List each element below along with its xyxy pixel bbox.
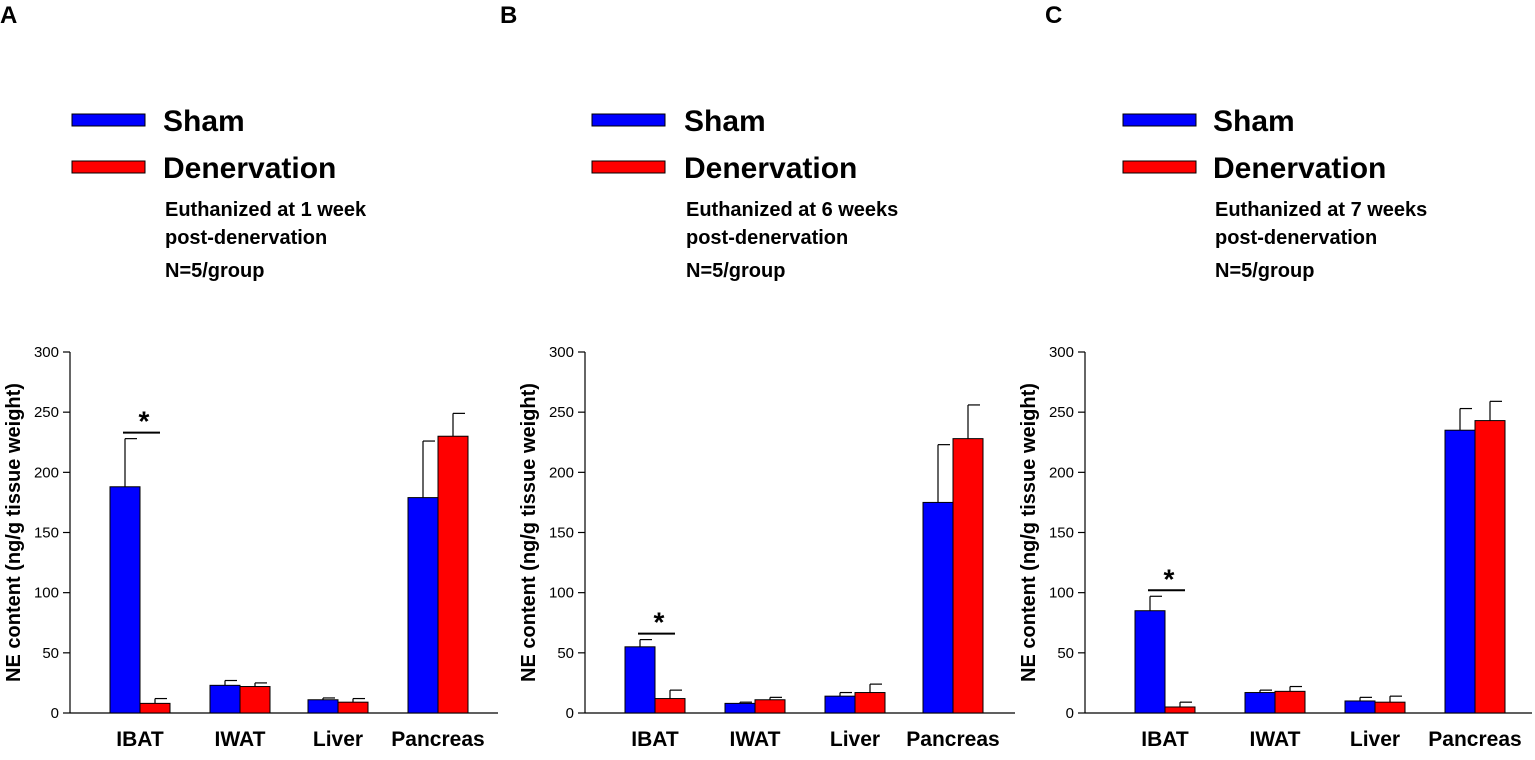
panel-c-y-tick-label-100: 100: [1049, 585, 1074, 602]
panel-b-bar-denervation-iwat: [754, 699, 786, 714]
panel-b-label: B: [500, 2, 517, 29]
panel-a-y-tick-label-150: 150: [34, 525, 59, 542]
panel-c-x-tick-label-liver: Liver: [1350, 728, 1400, 751]
panel-b-legend-label-sham: Sham: [684, 105, 766, 138]
panel-c-x-tick-label-ibat: IBAT: [1141, 728, 1189, 751]
panel-c-bar-denervation-iwat: [1274, 690, 1306, 714]
panel-c-y-tick-label-300: 300: [1049, 344, 1074, 361]
panel-a-x-tick-label-liver: Liver: [313, 728, 363, 751]
panel-a-legend-swatch-sham: [71, 113, 146, 127]
panel-a-bar-sham-iwat: [209, 684, 241, 714]
panel-b-x-tick-label-liver: Liver: [830, 728, 880, 751]
panel-b-bar-denervation-pancreas: [952, 438, 984, 714]
panel-b-significance-star: *: [654, 607, 665, 638]
panel-b-y-tick-label-150: 150: [549, 525, 574, 542]
panel-a-y-tick-label-200: 200: [34, 464, 59, 481]
panel-b-bar-sham-liver: [824, 695, 856, 714]
panel-c-x-tick-label-pancreas: Pancreas: [1428, 728, 1521, 751]
panel-c-legend-label-denervation: Denervation: [1213, 152, 1386, 185]
panel-a-y-tick-label-0: 0: [51, 705, 59, 722]
panel-b-x-tick-label-ibat: IBAT: [631, 728, 679, 751]
panel-b-bar-denervation-ibat: [654, 698, 686, 714]
panel-b-y-axis-label: NE content (ng/g tissue weight): [518, 383, 540, 682]
panel-c-bar-denervation-ibat: [1164, 706, 1196, 714]
panel-c-n-label: N=5/group: [1215, 260, 1314, 282]
panel-a-bar-sham-pancreas: [407, 497, 439, 714]
panel-c-legend-swatch-sham: [1122, 113, 1197, 127]
panel-c-bar-sham-ibat: [1134, 610, 1166, 714]
panel-b-y-tick-label-100: 100: [549, 585, 574, 602]
panel-a-bar-sham-liver: [307, 699, 339, 714]
panel-a-y-tick-label-300: 300: [34, 344, 59, 361]
panel-b-x-tick-label-pancreas: Pancreas: [906, 728, 999, 751]
panel-c-legend-swatch-denervation: [1122, 160, 1197, 174]
panel-c-y-tick-label-250: 250: [1049, 404, 1074, 421]
panel-c-bar-sham-pancreas: [1444, 429, 1476, 714]
panel-b-y-tick-label-50: 50: [557, 645, 574, 662]
panel-c-legend-label-sham: Sham: [1213, 105, 1295, 138]
panel-b-y-tick-label-250: 250: [549, 404, 574, 421]
panel-a-x-tick-label-iwat: IWAT: [215, 728, 266, 751]
panel-c-bar-sham-liver: [1344, 700, 1376, 714]
panel-c-x-tick-label-iwat: IWAT: [1250, 728, 1301, 751]
panel-b-y-tick-label-300: 300: [549, 344, 574, 361]
panel-a-bar-denervation-pancreas: [437, 435, 469, 714]
panel-a-label: A: [0, 2, 17, 29]
panel-a-n-label: N=5/group: [165, 260, 264, 282]
panel-c-bar-denervation-pancreas: [1474, 420, 1506, 714]
panel-b-n-label: N=5/group: [686, 260, 785, 282]
panel-a-bar-sham-ibat: [109, 486, 141, 714]
panel-c-label: C: [1045, 2, 1062, 29]
panel-b-y-tick-label-0: 0: [566, 705, 574, 722]
panel-b-note-line-2: post-denervation: [686, 227, 848, 249]
panel-a-significance-star: *: [139, 406, 150, 437]
panel-b-x-tick-label-iwat: IWAT: [730, 728, 781, 751]
panel-a-y-tick-label-250: 250: [34, 404, 59, 421]
panel-b-y-tick-label-200: 200: [549, 464, 574, 481]
panel-a-legend-swatch-denervation: [71, 160, 146, 174]
panel-c-y-axis-label: NE content (ng/g tissue weight): [1018, 383, 1040, 682]
panel-b-legend-swatch-denervation: [591, 160, 666, 174]
panel-a-x-tick-label-ibat: IBAT: [116, 728, 164, 751]
panel-b-bar-sham-pancreas: [922, 501, 954, 714]
panel-b-note-line-1: Euthanized at 6 weeks: [686, 199, 898, 221]
panel-b-bar-sham-iwat: [724, 702, 756, 714]
panel-a-legend-label-sham: Sham: [163, 105, 245, 138]
panel-a-y-axis-label: NE content (ng/g tissue weight): [3, 383, 25, 682]
panel-a-note-line-1: Euthanized at 1 week: [165, 199, 367, 221]
panel-c-bar-denervation-liver: [1374, 701, 1406, 714]
panel-c-note-line-2: post-denervation: [1215, 227, 1377, 249]
panel-a-legend-label-denervation: Denervation: [163, 152, 336, 185]
panel-a-bar-denervation-ibat: [139, 702, 171, 714]
panel-a-bar-denervation-liver: [337, 701, 369, 714]
panel-a-y-tick-label-100: 100: [34, 585, 59, 602]
panel-b-legend-swatch-sham: [591, 113, 666, 127]
panel-c-y-tick-label-0: 0: [1066, 705, 1074, 722]
panel-b-legend-label-denervation: Denervation: [684, 152, 857, 185]
panel-c-note-line-1: Euthanized at 7 weeks: [1215, 199, 1427, 221]
panel-c-y-tick-label-50: 50: [1057, 645, 1074, 662]
panel-a-note-line-2: post-denervation: [165, 227, 327, 249]
panel-b-bar-denervation-liver: [854, 692, 886, 714]
panel-a-x-tick-label-pancreas: Pancreas: [391, 728, 484, 751]
panel-c-bar-sham-iwat: [1244, 692, 1276, 714]
panel-a-y-tick-label-50: 50: [42, 645, 59, 662]
panel-a-bar-denervation-iwat: [239, 686, 271, 714]
panel-b-bar-sham-ibat: [624, 646, 656, 714]
panel-c-y-tick-label-150: 150: [1049, 525, 1074, 542]
panel-c-y-tick-label-200: 200: [1049, 464, 1074, 481]
panel-c-significance-star: *: [1164, 563, 1175, 594]
